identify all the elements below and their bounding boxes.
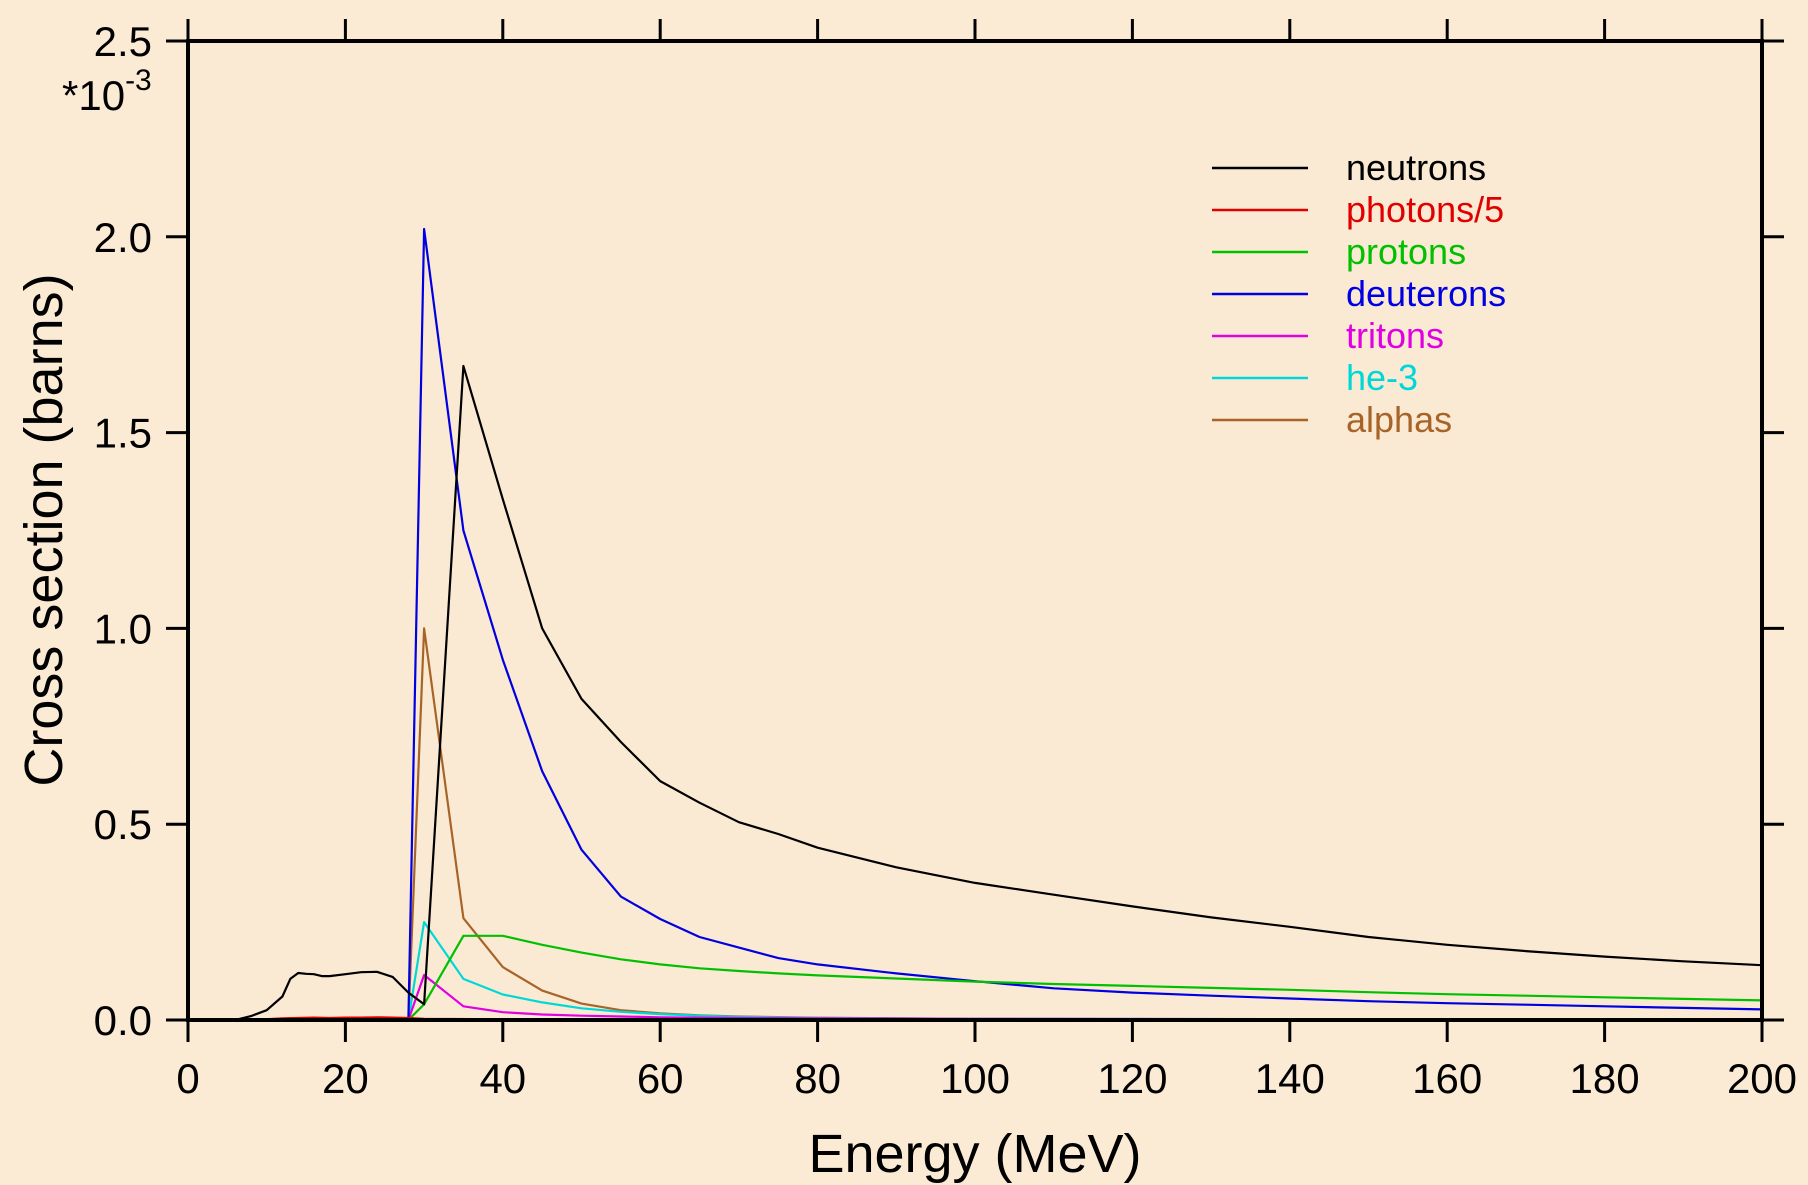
y-tick-label: 0.5 bbox=[94, 801, 152, 848]
y-tick-label: 1.0 bbox=[94, 605, 152, 652]
x-axis-title: Energy (MeV) bbox=[808, 1124, 1141, 1184]
y-tick-label: 2.5 bbox=[94, 18, 152, 65]
x-tick-label: 120 bbox=[1097, 1055, 1167, 1102]
series-line-deuterons bbox=[407, 227, 1763, 1021]
y-multiplier: *10-3 bbox=[62, 64, 152, 119]
axis-ticks bbox=[166, 19, 1784, 1042]
x-tick-label: 140 bbox=[1255, 1055, 1325, 1102]
y-tick-label: 2.0 bbox=[94, 214, 152, 261]
x-tick-label: 60 bbox=[637, 1055, 684, 1102]
legend-label-alphas: alphas bbox=[1346, 399, 1452, 440]
x-tick-label: 180 bbox=[1570, 1055, 1640, 1102]
legend-label-he-3: he-3 bbox=[1346, 357, 1418, 398]
x-tick-label: 0 bbox=[176, 1055, 199, 1102]
x-tick-labels: 0 20 40 60 80 100 120 140 160 180 200 bbox=[176, 1055, 1797, 1102]
series-line-protons bbox=[407, 934, 1763, 1021]
plot-area bbox=[188, 41, 1762, 1020]
x-tick-label: 200 bbox=[1727, 1055, 1797, 1102]
legend-label-protons: protons bbox=[1346, 231, 1466, 272]
x-tick-label: 40 bbox=[479, 1055, 526, 1102]
legend: neutronsphotons/5protonsdeuteronstritons… bbox=[1212, 147, 1506, 440]
x-tick-label: 80 bbox=[794, 1055, 841, 1102]
plot-frame bbox=[186, 39, 1764, 1022]
legend-label-neutrons: neutrons bbox=[1346, 147, 1486, 188]
y-axis-title: Cross section (barns) bbox=[14, 273, 74, 786]
y-tick-label: 1.5 bbox=[94, 410, 152, 457]
x-tick-label: 100 bbox=[940, 1055, 1010, 1102]
x-tick-label: 160 bbox=[1412, 1055, 1482, 1102]
y-tick-label: 0.0 bbox=[94, 997, 152, 1044]
series-line-neutrons bbox=[203, 364, 1763, 1022]
legend-label-tritons: tritons bbox=[1346, 315, 1444, 356]
legend-label-deuterons: deuterons bbox=[1346, 273, 1506, 314]
legend-label-photons-5: photons/5 bbox=[1346, 189, 1504, 230]
y-tick-labels: 0.0 0.5 1.0 1.5 2.0 2.5 bbox=[94, 18, 152, 1044]
x-tick-label: 20 bbox=[322, 1055, 369, 1102]
